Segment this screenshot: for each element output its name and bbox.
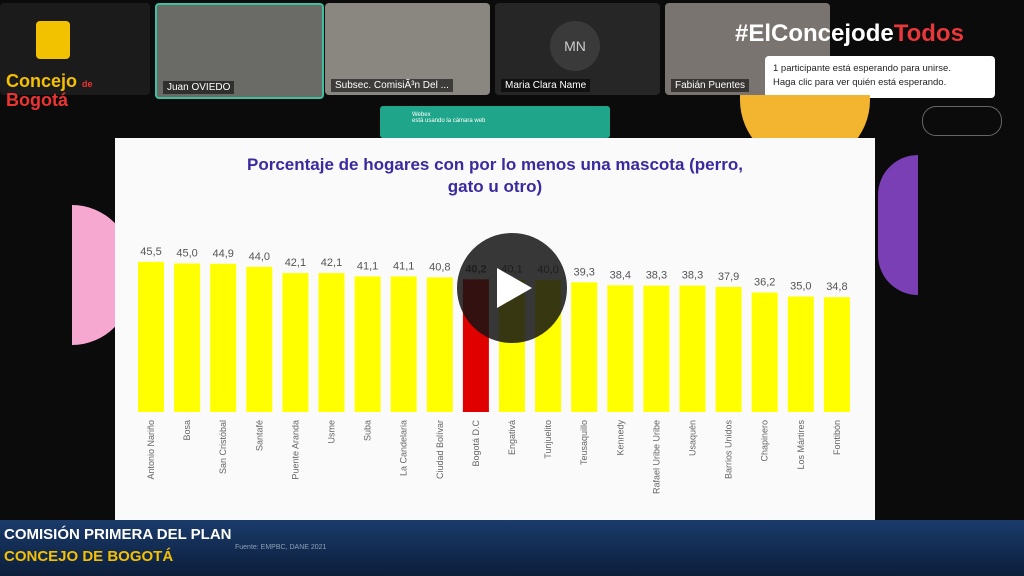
toast-text: está usando la cámara web: [412, 118, 486, 124]
value-label: 38,3: [682, 270, 703, 282]
hashtag: #ElConcejodeTodos: [735, 20, 964, 48]
bar: [246, 266, 273, 412]
value-label: 42,1: [321, 257, 342, 269]
chart-title: Porcentaje de hogares con por lo menos u…: [247, 155, 743, 196]
bar: [390, 276, 417, 412]
x-tick-label: Bogotá D.C: [471, 420, 481, 467]
toast[interactable]: Webex está usando la cámara web: [380, 106, 610, 138]
x-tick-label: Los Mártires: [796, 420, 806, 470]
logo-line: Bogotá: [6, 90, 68, 110]
bar: [823, 297, 850, 412]
value-label: 41,1: [393, 260, 414, 272]
footer-line: CONCEJO DE BOGOTÁ: [4, 548, 174, 565]
decor: [878, 155, 918, 295]
tile-logo: Concejo de Bogotá: [0, 3, 150, 109]
bar: [571, 282, 598, 412]
waiting-notice[interactable]: 1 participante está esperando para unirs…: [765, 56, 995, 98]
bar: [679, 285, 706, 412]
bar: [607, 285, 634, 412]
footer-bar: COMISIÓN PRIMERA DEL PLAN CONCEJO DE BOG…: [0, 520, 1024, 576]
participant-name: Maria Clara Name: [501, 79, 591, 92]
value-label: 38,3: [646, 270, 667, 282]
notice-line: Haga clic para ver quién está esperando.: [773, 77, 947, 88]
play-icon: [497, 268, 532, 308]
x-tick-label: Teusaquillo: [579, 420, 589, 465]
bar: [210, 263, 237, 412]
bar: [751, 292, 778, 412]
x-tick-label: Usaquén: [688, 420, 698, 456]
value-label: 44,0: [249, 251, 270, 263]
crest: [36, 21, 70, 59]
x-tick-label: Engativá: [507, 420, 517, 455]
toast-title: Webex: [412, 112, 431, 118]
value-label: 44,9: [212, 248, 233, 260]
value-label: 45,0: [176, 248, 197, 260]
logo-line: Concejo: [6, 71, 78, 91]
value-label: 45,5: [140, 246, 161, 258]
x-tick-label: Ciudad Bolívar: [435, 420, 445, 479]
video-tile[interactable]: MN Maria Clara Name: [495, 3, 660, 95]
notice-line: 1 participante está esperando para unirs…: [773, 63, 951, 74]
participant-name: Juan OVIEDO: [163, 81, 235, 94]
video-tile[interactable]: Subsec. ComisiÃ³n Del ...: [325, 3, 490, 95]
x-tick-label: Kennedy: [615, 420, 625, 456]
bar: [715, 286, 742, 412]
logo-line: de: [82, 79, 93, 89]
x-tick-label: Antonio Nariño: [146, 420, 156, 480]
logo: Concejo de Bogotá: [6, 71, 93, 110]
bar: [426, 277, 453, 412]
value-label: 35,0: [790, 281, 811, 293]
bar: [138, 261, 164, 412]
source: Fuente: EMPBC, DANE 2021: [235, 544, 327, 551]
x-tick-label: La Candelaria: [399, 420, 409, 476]
x-tick-label: Usme: [327, 420, 337, 444]
participant-name: Fabián Puentes: [671, 79, 750, 92]
bar: [318, 273, 345, 412]
x-tick-label: Santafé: [254, 420, 264, 451]
x-tick-label: San Cristóbal: [218, 420, 228, 474]
bar: [354, 276, 381, 412]
bar: [282, 273, 309, 412]
video-tile[interactable]: Juan OVIEDO: [155, 3, 324, 99]
bar: [643, 285, 670, 412]
x-tick-label: Chapinero: [760, 420, 770, 462]
value-label: 37,9: [718, 271, 739, 283]
x-tick-label: Tunjuelito: [543, 420, 553, 459]
value-label: 34,8: [826, 281, 847, 293]
hashtag-part: #ElConcejode: [735, 20, 894, 47]
participant-name: Subsec. ComisiÃ³n Del ...: [331, 79, 453, 92]
hashtag-part: Todos: [893, 20, 964, 47]
value-label: 41,1: [357, 260, 378, 272]
bar: [174, 263, 201, 412]
x-tick-label: Suba: [363, 420, 373, 441]
x-tick-label: Barrios Unidos: [724, 420, 734, 480]
x-tick-label: Rafael Uribe Uribe: [651, 420, 661, 494]
value-label: 38,4: [610, 269, 631, 281]
x-tick-label: Bosa: [182, 420, 192, 441]
value-label: 39,3: [573, 266, 594, 278]
footer-line: COMISIÓN PRIMERA DEL PLAN: [4, 526, 232, 543]
value-label: 36,2: [754, 277, 775, 289]
x-tick-label: Fontibón: [832, 420, 842, 455]
value-label: 40,8: [429, 261, 450, 273]
value-label: 42,1: [285, 257, 306, 269]
avatar: MN: [550, 21, 600, 71]
bar: [787, 296, 814, 412]
controls[interactable]: [922, 106, 1002, 136]
x-tick-label: Puente Aranda: [290, 420, 300, 480]
